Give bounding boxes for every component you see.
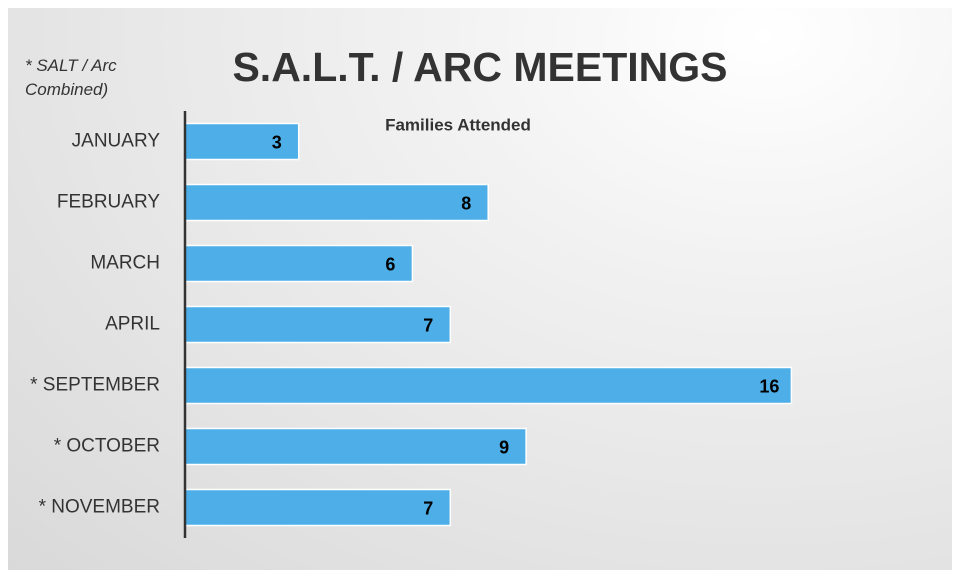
data-label: 6 <box>385 254 395 274</box>
y-tick-label: MARCH <box>90 253 160 274</box>
data-label: 8 <box>461 193 471 213</box>
y-tick-label: JANUARY <box>72 131 161 152</box>
data-label: 16 <box>759 376 779 396</box>
bar <box>184 244 414 283</box>
bar <box>184 488 452 527</box>
bar <box>184 305 452 344</box>
chart-note: * SALT / Arc Combined) <box>25 56 117 99</box>
bar <box>184 183 489 222</box>
data-label: 7 <box>423 498 433 518</box>
y-tick-label: FEBRUARY <box>57 192 160 213</box>
bar <box>184 427 527 466</box>
y-tick-label: APRIL <box>105 314 160 335</box>
bar <box>184 366 793 405</box>
chart-title: S.A.L.T. / ARC MEETINGS <box>232 44 727 90</box>
data-label: 3 <box>272 132 282 152</box>
chart-subtitle: Families Attended <box>385 115 531 134</box>
bar <box>184 122 300 161</box>
y-tick-label: * NOVEMBER <box>39 497 160 518</box>
y-tick-label: * SEPTEMBER <box>30 375 160 396</box>
chart-background <box>8 8 952 570</box>
y-tick-label: * OCTOBER <box>54 436 160 457</box>
data-label: 7 <box>423 315 433 335</box>
data-label: 9 <box>499 437 509 457</box>
